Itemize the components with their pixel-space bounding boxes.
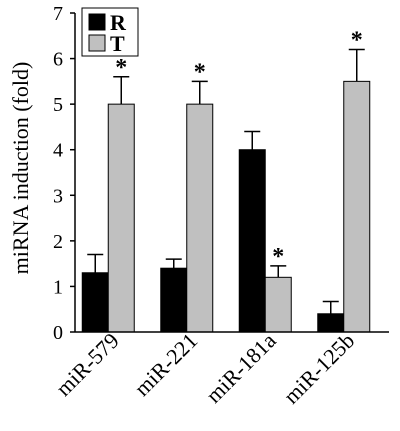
y-tick-label-0: 0 (53, 322, 63, 344)
x-category-label-2: miR-181a (201, 328, 281, 408)
bar-r-2 (238, 149, 266, 333)
legend-label-t: T (110, 31, 125, 56)
legend-label-r: R (110, 10, 127, 35)
significance-marker-1: * (194, 59, 206, 85)
y-tick-label-1: 1 (53, 276, 63, 298)
bar-r-0 (81, 272, 109, 333)
y-tick-label-3: 3 (53, 185, 63, 207)
y-axis-ticks: 0 1 2 3 4 5 6 7 (53, 3, 75, 344)
bar-r-1 (160, 267, 188, 333)
y-tick-label-2: 2 (53, 231, 63, 253)
y-tick-label-4: 4 (53, 140, 63, 162)
legend-swatch-t (88, 34, 106, 52)
error-bars-group (87, 48, 365, 314)
significance-markers: * * * * (115, 27, 363, 269)
y-tick-label-5: 5 (53, 94, 63, 116)
y-tick-label-6: 6 (53, 49, 63, 71)
legend: R T (81, 7, 139, 57)
bar-t-0 (107, 103, 135, 333)
legend-swatch-r (88, 13, 106, 31)
bar-series-group (81, 80, 371, 333)
bar-t-3 (343, 80, 371, 333)
significance-marker-3: * (351, 27, 363, 53)
x-category-label-3: miR-125b (279, 328, 360, 409)
x-category-label-1: miR-221 (129, 328, 202, 401)
y-tick-label-7: 7 (53, 3, 63, 25)
bar-t-2 (264, 276, 292, 333)
significance-marker-0: * (115, 55, 127, 81)
significance-marker-2: * (272, 244, 284, 270)
y-axis-label: miRNA induction (fold) (8, 62, 33, 275)
bar-t-1 (186, 103, 214, 333)
